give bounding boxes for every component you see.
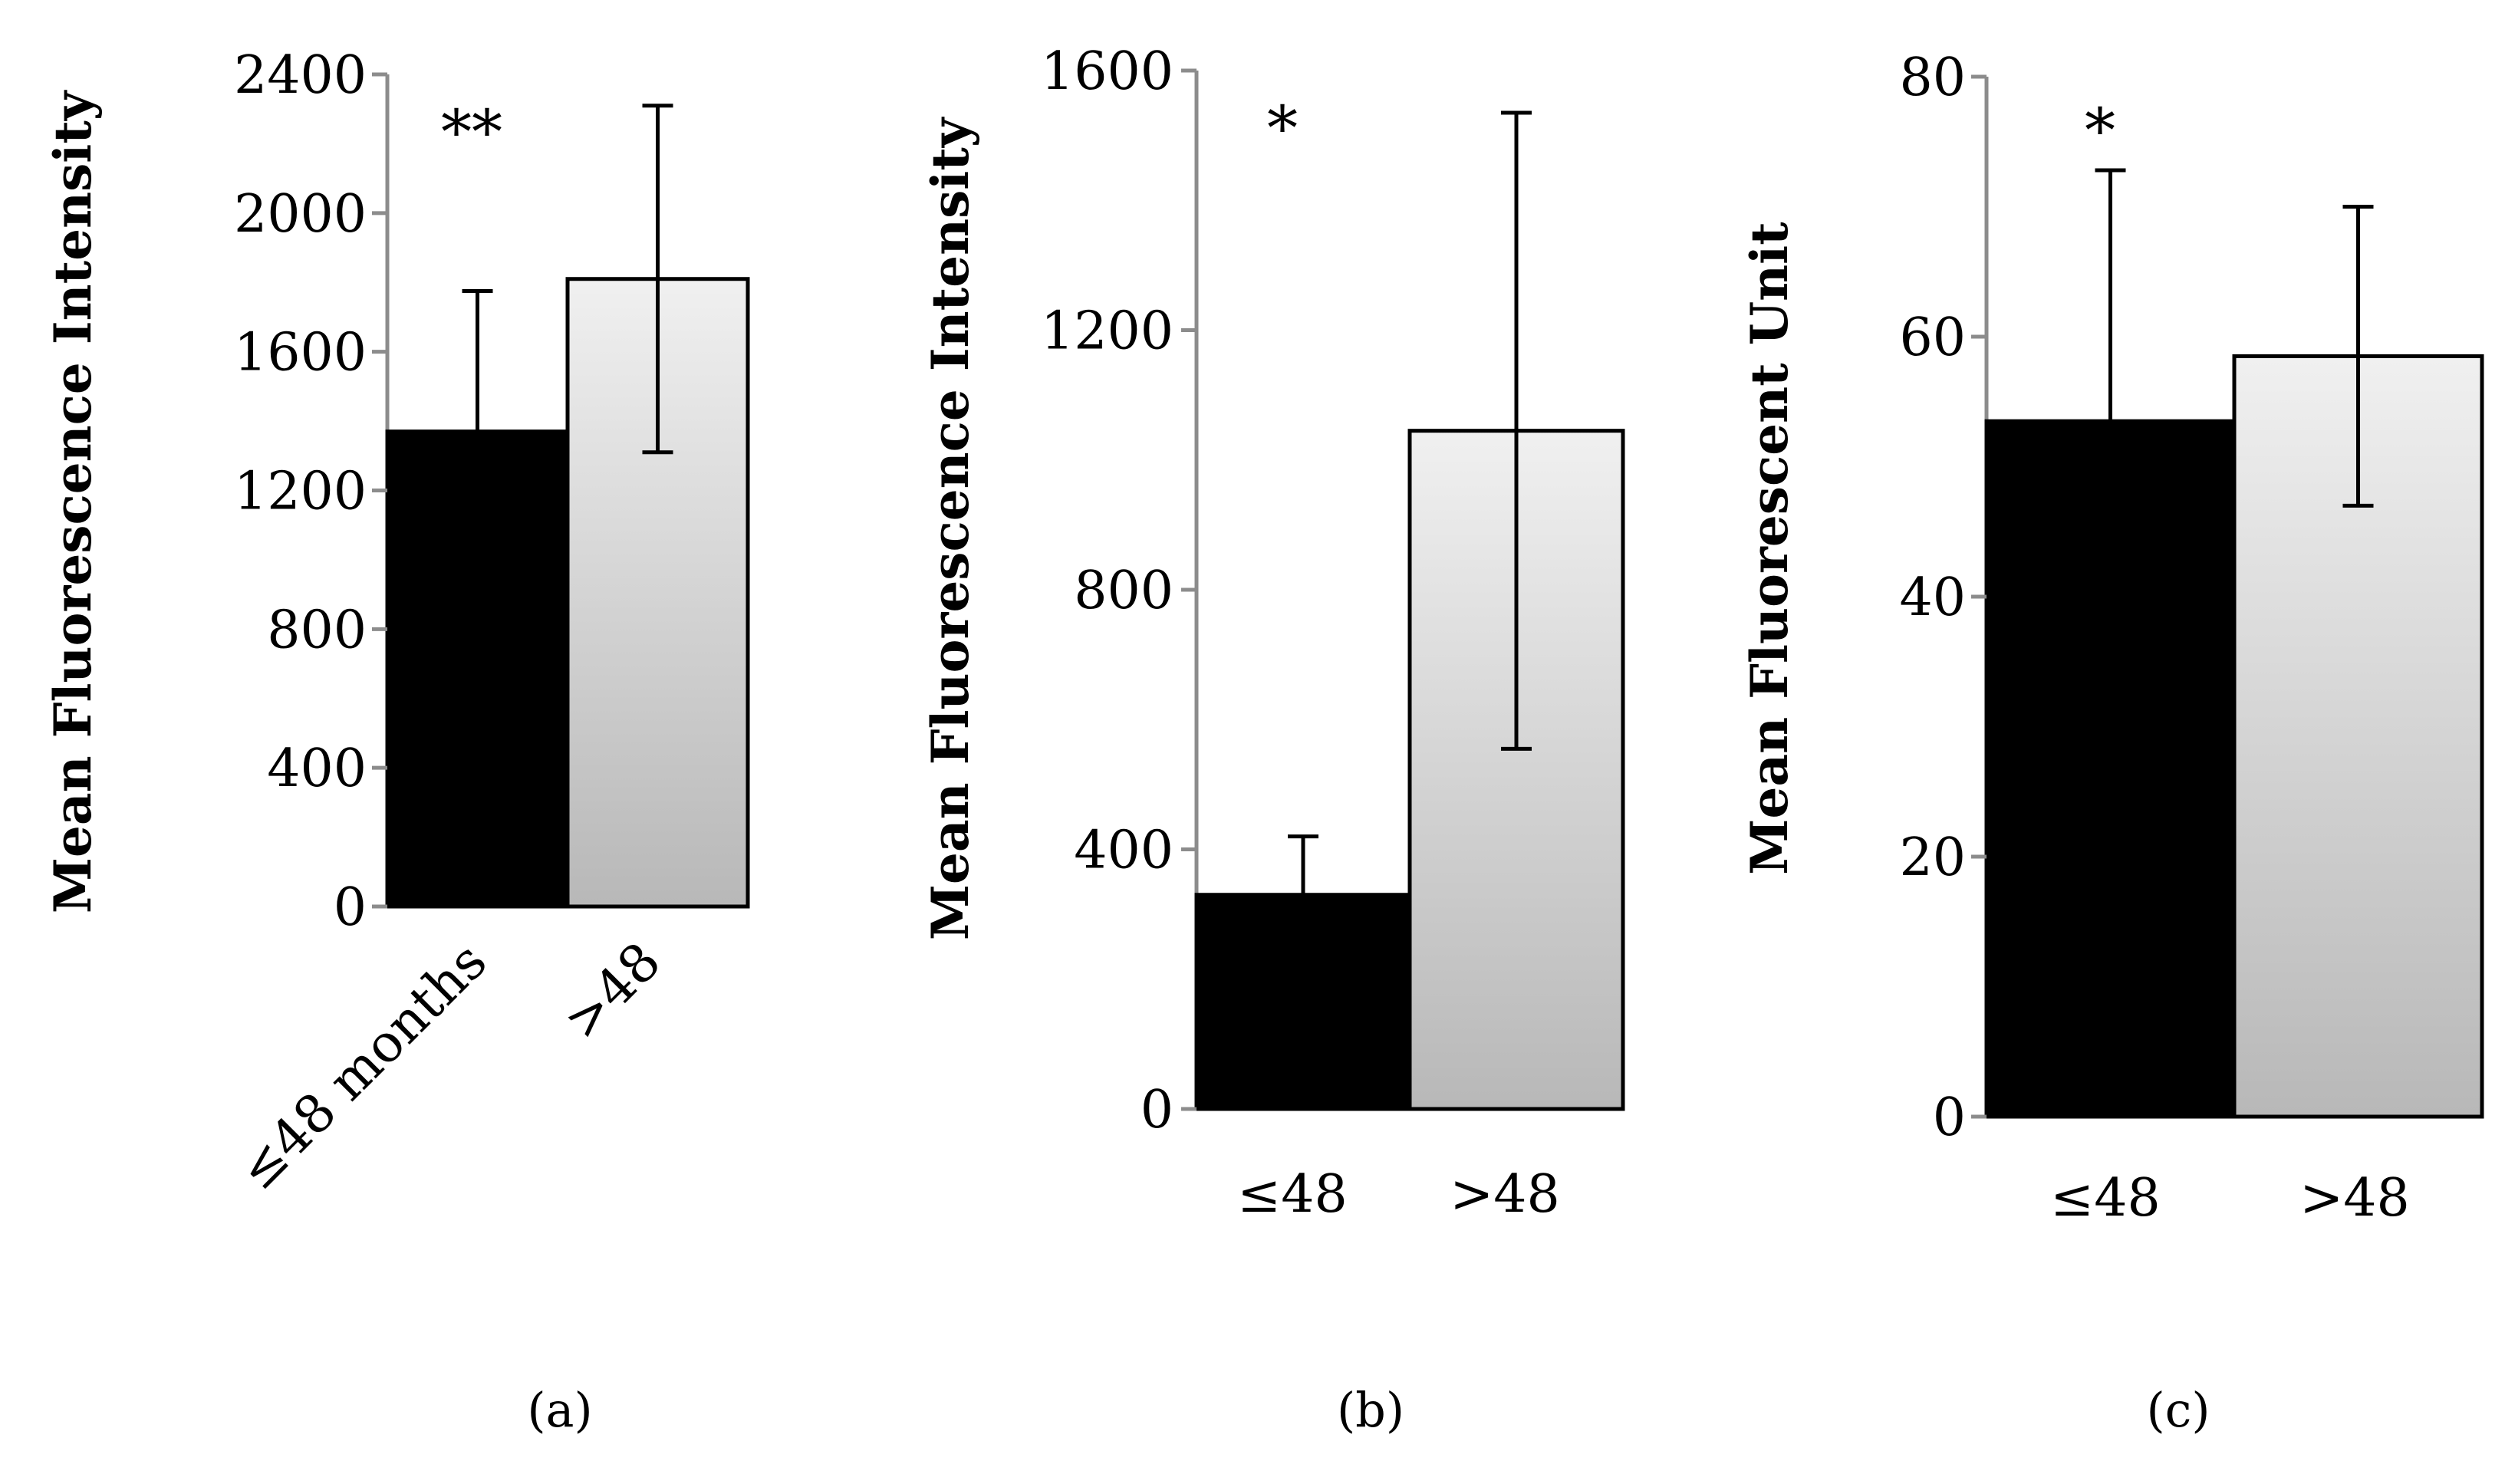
y-tick-label-c-0: 0 [1933,1087,1966,1148]
significance-marker-b: * [1267,93,1298,164]
bar-a-1 [565,277,750,909]
y-tick-label-c-4: 80 [1899,48,1966,108]
significance-marker-c: * [2085,95,2115,166]
x-tick-label-a-1: >48 [552,931,673,1051]
y-tick-label-b-3: 1200 [1041,301,1173,362]
y-axis-label-b: Mean Fluorescence Intensity [920,117,980,940]
panel-caption-b: (b) [1337,1382,1404,1438]
y-tick-label-c-3: 60 [1899,308,1966,368]
chart-panel-a: 0 400 800 1200 1600 2000 2400 Mean Fluorescenc… [43,45,750,1438]
y-ticks-a: 0 400 800 1200 1600 2000 2400 [234,45,387,938]
y-tick-label-b-0: 0 [1141,1080,1173,1140]
y-tick-label-c-1: 20 [1899,828,1966,888]
y-tick-label-c-2: 40 [1899,568,1966,628]
x-tick-label-a-0: ≤48 months [228,931,499,1202]
x-tick-label-c-1: >48 [2299,1168,2410,1229]
panel-caption-a: (a) [527,1382,592,1438]
x-tick-label-b-1: >48 [1450,1164,1560,1225]
bars-a [385,104,750,909]
y-tick-label-a-5: 2000 [234,184,367,245]
significance-marker-a: ** [441,97,502,168]
y-ticks-b: 0 400 800 1200 1600 [1041,41,1197,1140]
y-tick-label-a-2: 800 [267,600,367,660]
y-tick-label-b-2: 800 [1074,561,1173,621]
y-axis-label-c: Mean Fluorescent Unit [1740,222,1799,875]
y-tick-label-b-4: 1600 [1041,41,1173,102]
bar-b-1 [1407,429,1625,1111]
y-tick-label-b-1: 400 [1074,821,1173,881]
bars-b [1194,110,1625,1111]
y-tick-label-a-6: 2400 [234,45,367,106]
y-tick-label-a-0: 0 [334,877,367,938]
y-tick-label-a-4: 1600 [234,323,367,383]
y-axis-label-a: Mean Fluorescence Intensity [43,90,103,913]
y-ticks-c: 0 20 40 60 80 [1899,48,1987,1148]
chart-panel-c: 0 20 40 60 80 Mean Fluorescent Unit * ≤48 >4… [1740,48,2484,1438]
panel-caption-c: (c) [2146,1382,2210,1438]
y-tick-label-a-1: 400 [267,739,367,799]
x-tick-label-c-0: ≤48 [2050,1168,2161,1229]
x-tick-label-b-0: ≤48 [1237,1164,1348,1225]
bars-c [1984,168,2484,1119]
y-tick-label-a-3: 1200 [234,462,367,522]
chart-panel-b: 0 400 800 1200 1600 Mean Fluorescence Intens… [920,41,1625,1438]
